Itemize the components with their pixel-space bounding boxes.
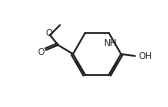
Text: O: O: [46, 29, 52, 38]
Text: NH: NH: [103, 39, 117, 48]
Text: O: O: [37, 48, 45, 56]
Text: OH: OH: [138, 51, 152, 60]
